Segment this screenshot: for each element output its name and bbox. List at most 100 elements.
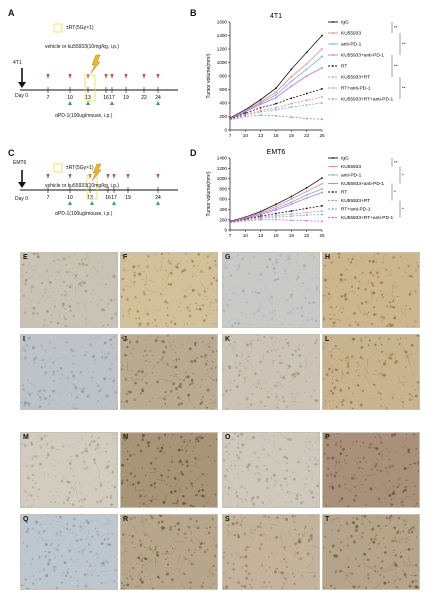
data-point [321, 177, 323, 179]
cell-label-a: 4T1 [13, 60, 22, 66]
legend-label: KU55933+RT [341, 198, 370, 204]
ihc-texture [323, 433, 419, 507]
data-point [290, 210, 293, 212]
data-point [321, 220, 323, 223]
data-point [321, 87, 323, 90]
y-tick-label: 1600 [217, 20, 228, 25]
ihc-image-k: K [222, 334, 320, 410]
antibody-arrow [68, 101, 72, 105]
legend-label: KU55933+RT+anti-PD-1 [341, 215, 394, 221]
chart-d: EMT6 0 200 400 600 800 1000 1200 1400 7 10 13 16 19 22… [206, 149, 404, 238]
data-point [321, 67, 323, 69]
ihc-panel-letter: H [325, 254, 331, 261]
x-tick-label: 13 [258, 133, 264, 138]
data-point [321, 96, 323, 98]
significance-mark: ** [394, 64, 398, 69]
y-tick-label: 1000 [217, 176, 228, 181]
data-point [275, 108, 277, 111]
panel-letter-d: D [190, 148, 197, 158]
ihc-panel-letter: F [123, 254, 128, 261]
x-tick-label: 16 [273, 233, 279, 238]
drug-label-a: vehicle or ku55933(10mg/kg, i.p.) [45, 44, 119, 50]
ihc-panel-letter: R [123, 516, 129, 523]
data-point [290, 116, 293, 119]
data-point [275, 102, 277, 105]
data-point [290, 80, 293, 83]
timeline-day-label: 17 [111, 195, 117, 201]
legend-marker [332, 76, 334, 78]
data-point [275, 214, 277, 217]
timeline-day-label: 24 [155, 95, 161, 101]
ihc-image-h: H [322, 252, 420, 328]
legend-marker [332, 21, 334, 23]
data-point [275, 91, 277, 94]
chart-title: EMT6 [267, 149, 286, 156]
data-point [244, 219, 247, 222]
legend-label: KU55933 [341, 164, 361, 170]
ihc-texture [21, 253, 117, 327]
y-tick-label: 200 [219, 217, 227, 222]
ihc-texture [223, 433, 319, 507]
legend-label: KU55933+RT+anti-PD-1 [341, 97, 394, 103]
antibody-arrow [68, 201, 72, 205]
rt-label-a: ±RT(5Gy×1) [66, 25, 94, 31]
data-point [321, 187, 323, 190]
data-point [259, 103, 262, 106]
data-point [259, 102, 262, 104]
ihc-texture [21, 335, 117, 409]
data-point [321, 213, 323, 216]
legend-label: KU55933+anti-PD-1 [341, 53, 384, 59]
timeline-day-label: 19 [125, 195, 131, 201]
ihc-panel-letter: J [123, 336, 127, 343]
x-tick-label: 25 [319, 233, 325, 238]
data-point [290, 68, 293, 71]
ihc-image-l: L [322, 334, 420, 410]
y-tick-label: 1400 [217, 156, 228, 161]
ihc-panel-letter: K [225, 336, 231, 343]
y-tick-label: 400 [219, 207, 227, 212]
x-tick-label: 25 [319, 133, 325, 138]
day0-label-a: Day 0 [15, 93, 29, 99]
timeline-day-label: 13 [87, 195, 93, 201]
drug-arrow [156, 174, 160, 179]
y-axis-label: Tumor volume(mm³) [206, 53, 212, 98]
ihc-texture [21, 433, 117, 507]
legend-marker [332, 157, 334, 159]
legend-marker [332, 182, 334, 185]
panel-letter-a: A [8, 8, 15, 18]
timeline-day-label: 17 [109, 95, 115, 101]
ihc-panel-letter: M [23, 434, 29, 441]
data-point [275, 114, 277, 117]
legend-marker [332, 208, 334, 210]
data-point [275, 212, 277, 215]
ihc-image-p: P [322, 432, 420, 508]
timeline-day-label: 13 [85, 95, 91, 101]
data-point [290, 213, 293, 215]
significance-mark: ** [394, 160, 398, 165]
x-tick-label: 7 [229, 133, 232, 138]
ihc-texture [121, 515, 217, 589]
data-point [244, 112, 247, 115]
data-point [259, 213, 262, 216]
data-point [290, 198, 293, 201]
y-axis-label: Tumor volume(mm³) [206, 171, 212, 216]
ihc-image-e: E [20, 252, 118, 328]
drug-arrow [46, 74, 50, 79]
data-point [290, 201, 293, 204]
data-point [275, 87, 277, 90]
ihc-image-r: R [120, 514, 218, 590]
data-point [305, 186, 308, 189]
x-tick-label: 10 [243, 233, 249, 238]
ihc-panel-letter: P [325, 434, 330, 441]
significance-mark: * [402, 207, 404, 212]
ihc-panel-letter: I [23, 336, 25, 343]
data-point [290, 85, 293, 88]
x-tick-label: 16 [273, 133, 279, 138]
drug-arrow [46, 174, 50, 179]
legend-marker [332, 174, 334, 176]
data-point [321, 118, 323, 121]
x-tick-label: 13 [258, 233, 264, 238]
legend-marker [332, 98, 334, 100]
timeline-c: 7 10 13 16 17 19 24 [18, 163, 178, 205]
data-point [259, 100, 262, 103]
